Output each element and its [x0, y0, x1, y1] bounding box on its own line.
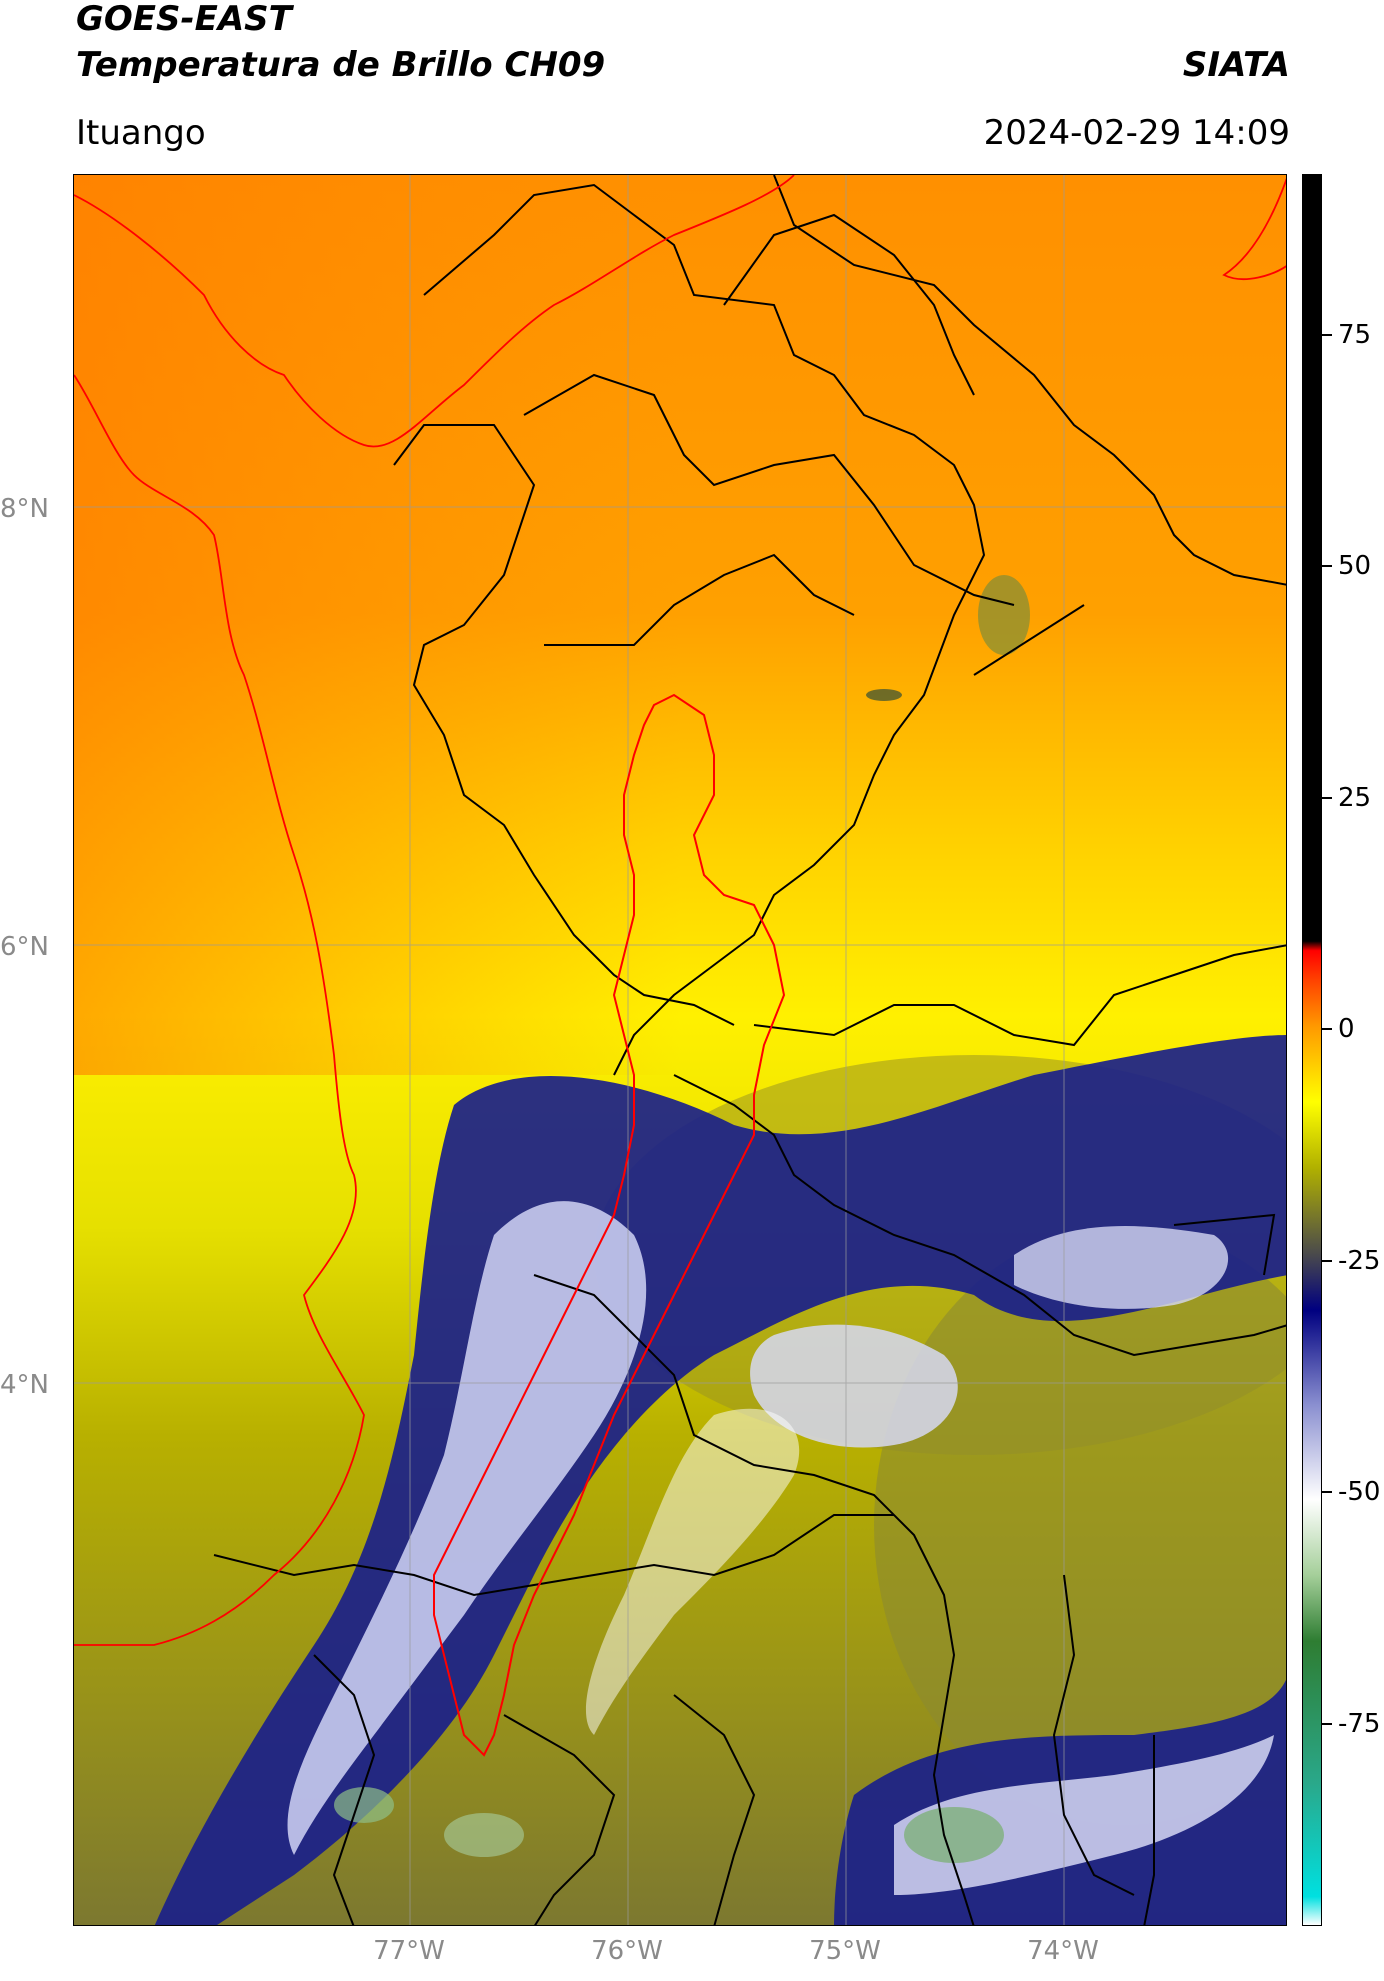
colorbar-label-25: 25	[1338, 783, 1372, 813]
title-product: Temperatura de Brillo CH09	[76, 45, 606, 85]
title-satellite: GOES-EAST	[76, 0, 292, 39]
colorbar-tick-minus75	[1322, 1723, 1332, 1725]
colorbar-tick-minus50	[1322, 1491, 1332, 1493]
lon-label-76w: 76°W	[591, 1936, 663, 1966]
colorbar-label-minus50: -50	[1338, 1477, 1381, 1507]
lon-label-77w: 77°W	[373, 1936, 445, 1966]
colorbar-label-0: 0	[1338, 1014, 1355, 1044]
agency-label: SIATA	[1182, 45, 1290, 85]
colorbar-label-minus25: -25	[1338, 1246, 1381, 1276]
coastline	[74, 175, 1286, 1646]
warm-west-field	[74, 175, 1286, 1075]
colorbar-tick-minus25	[1322, 1260, 1332, 1262]
colorbar-tick-50	[1322, 565, 1332, 567]
timestamp-label: 2024-02-29 14:09	[983, 113, 1290, 153]
colorbar-label-minus75: -75	[1338, 1709, 1381, 1739]
ituango-basin-outline	[433, 693, 786, 1757]
lon-label-74w: 74°W	[1027, 1936, 1099, 1966]
map-canvas	[74, 175, 1286, 1925]
lat-label-4n: 4°N	[0, 1370, 49, 1400]
colorbar-label-50: 50	[1338, 551, 1372, 581]
admin-borders	[213, 175, 1286, 1925]
cold-cloud-band	[154, 1035, 1286, 1925]
colorbar-tick-75	[1322, 334, 1332, 336]
lat-label-6n: 6°N	[0, 932, 49, 962]
colorbar-label-75: 75	[1338, 320, 1372, 350]
lon-label-75w: 75°W	[809, 1936, 881, 1966]
colorbar-tick-0	[1322, 1028, 1332, 1030]
colorbar	[1302, 174, 1322, 1926]
cold-cloud-core-west	[287, 1201, 647, 1855]
colorbar-tick-25	[1322, 797, 1332, 799]
region-label: Ituango	[76, 113, 206, 153]
lat-label-8n: 8°N	[0, 494, 49, 524]
satellite-map	[73, 174, 1287, 1926]
